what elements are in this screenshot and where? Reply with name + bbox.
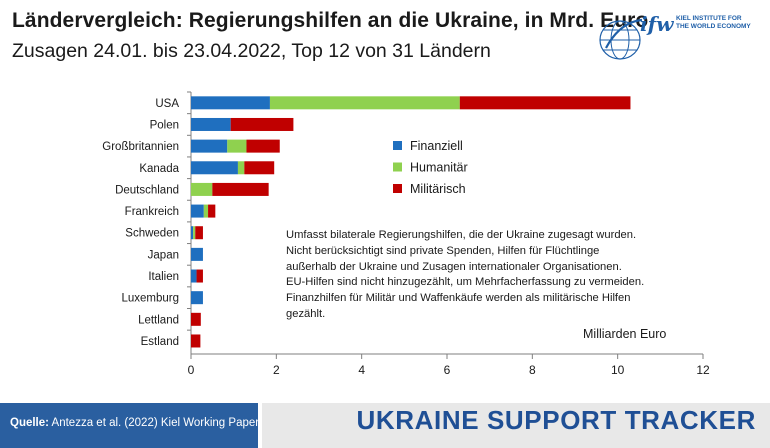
x-tick-label: 8 xyxy=(529,363,536,377)
bar-segment xyxy=(191,269,197,283)
legend-swatch xyxy=(393,184,402,193)
bar-segment xyxy=(230,117,294,131)
bar-segment xyxy=(191,312,201,326)
x-tick-label: 10 xyxy=(611,363,625,377)
category-label: USA xyxy=(155,98,179,110)
bar-segment xyxy=(459,96,631,110)
bar-segment xyxy=(196,269,203,283)
legend-label: Finanziell xyxy=(410,139,463,153)
note-line: Umfasst bilaterale Regierungshilfen, die… xyxy=(286,229,637,241)
stacked-bar-chart: 0 2 4 6 8 10 12 USA Polen Großbritannien Kanada Deu… xyxy=(102,91,710,377)
legend-swatch xyxy=(393,162,402,172)
category-label: Deutschland xyxy=(115,184,179,196)
bar-segment xyxy=(191,182,213,196)
bar-segment xyxy=(191,204,204,218)
category-label: Italien xyxy=(148,271,179,283)
bar-segment xyxy=(246,139,280,153)
chart-title: Ländervergleich: Regierungshilfen an die… xyxy=(12,9,649,32)
bar-segment xyxy=(193,226,196,240)
note-line: Nicht berücksichtigt sind private Spende… xyxy=(286,244,600,257)
note-line: gezählt. xyxy=(286,307,326,320)
note-line: Finanzhilfen für Militär und Waffenkäufe… xyxy=(286,292,631,305)
category-label: Frankreich xyxy=(125,206,179,218)
chart-note: Umfasst bilaterale Regierungshilfen, die… xyxy=(286,228,686,323)
bar-segment xyxy=(191,247,203,261)
logo-mark: ifw xyxy=(640,12,674,36)
bar-segment xyxy=(208,204,216,218)
note-line: EU-Hilfen sind nicht hinzugezählt, um Me… xyxy=(286,276,645,289)
category-label: Großbritannien xyxy=(102,141,179,153)
logo-tagline: KIEL INSTITUTE FOR THE WORLD ECONOMY xyxy=(676,15,766,30)
bar-segment xyxy=(191,334,201,348)
x-tick-label: 2 xyxy=(273,363,280,377)
note-line: außerhalb der Ukraine und Zusagen intern… xyxy=(286,260,622,273)
footer-source: Quelle: Antezza et al. (2022) Kiel Worki… xyxy=(10,417,259,429)
bar-segment xyxy=(191,161,238,175)
brand-title: UKRAINE SUPPORT TRACKER xyxy=(356,405,756,435)
legend-swatch xyxy=(393,141,402,150)
ifw-logo: ifw KIEL INSTITUTE FOR THE WORLD ECONOMY xyxy=(598,12,758,62)
bar-segment xyxy=(237,161,245,175)
legend-label: Militärisch xyxy=(410,182,466,196)
bar-segment xyxy=(212,182,269,196)
footer-brand-bar xyxy=(262,403,770,448)
x-tick-label: 4 xyxy=(358,363,365,377)
category-label: Luxemburg xyxy=(121,293,179,305)
category-label: Estland xyxy=(141,336,179,348)
bar-segment xyxy=(191,96,270,110)
category-label: Kanada xyxy=(139,163,179,175)
bar-segment xyxy=(195,226,203,240)
footer-source-bar xyxy=(0,403,258,448)
bar-segment xyxy=(203,204,209,218)
category-label: Lettland xyxy=(138,314,179,326)
bar-segment xyxy=(269,96,460,110)
chart-subtitle: Zusagen 24.01. bis 23.04.2022, Top 12 vo… xyxy=(12,40,491,62)
legend-label: Humanitär xyxy=(410,161,468,175)
bar-segment xyxy=(191,139,228,153)
source-label: Quelle: xyxy=(10,417,49,429)
bar-segment xyxy=(191,117,231,131)
globe-icon xyxy=(599,18,643,60)
bar-segment xyxy=(244,161,275,175)
logo-tagline-line1: KIEL INSTITUTE FOR xyxy=(676,15,742,22)
x-tick-label: 0 xyxy=(188,363,195,377)
category-label: Schweden xyxy=(125,228,179,240)
category-label: Polen xyxy=(150,119,179,131)
bar-segment xyxy=(191,226,194,240)
source-text: Antezza et al. (2022) Kiel Working Paper xyxy=(51,417,260,429)
logo-tagline-line2: THE WORLD ECONOMY xyxy=(676,22,751,30)
category-label: Japan xyxy=(148,249,179,261)
unit-label: Milliarden Euro xyxy=(583,327,667,341)
x-tick-label: 6 xyxy=(444,363,451,377)
x-tick-label: 12 xyxy=(696,363,710,377)
bar-segment xyxy=(227,139,247,153)
bar-segment xyxy=(191,291,203,305)
